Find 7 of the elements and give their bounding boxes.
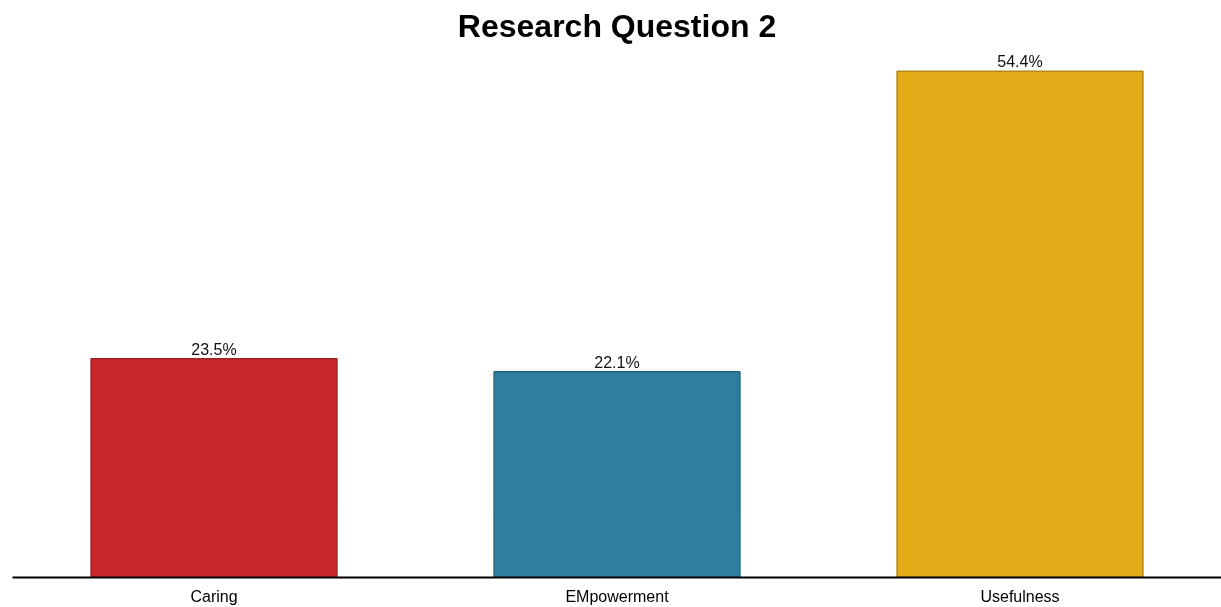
x-tick-label: Caring (190, 587, 238, 605)
data-label: 22.1% (594, 353, 640, 371)
x-tick-label: EMpowerment (565, 587, 670, 605)
data-label: 23.5% (191, 340, 237, 358)
x-tick-label: Usefulness (980, 587, 1060, 605)
chart-title: Research Question 2 (457, 7, 777, 44)
data-label: 54.4% (997, 53, 1043, 71)
